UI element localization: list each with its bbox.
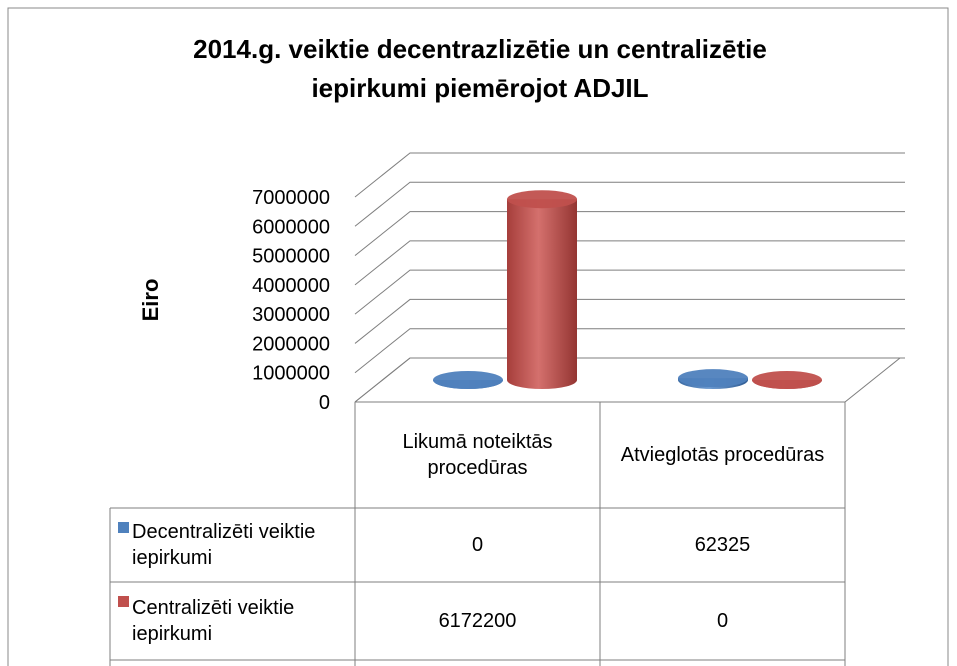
bar-top xyxy=(678,369,748,388)
bar-top xyxy=(507,190,577,209)
grid-line xyxy=(354,328,905,374)
bar xyxy=(507,199,577,389)
legend-entry-text: Centralizēti veiktie iepirkumi xyxy=(132,597,295,645)
bar-top xyxy=(752,371,822,389)
grid-line xyxy=(354,269,905,315)
table-value: 0 xyxy=(355,508,600,582)
y-tick-label: 1000000 xyxy=(252,363,330,385)
grid-line xyxy=(354,240,905,286)
grid-line xyxy=(354,357,905,403)
table-value-text: 0 xyxy=(471,534,484,556)
y-tick-label: 3000000 xyxy=(252,304,330,326)
category-label: Atvieglotās procedūras xyxy=(600,402,845,508)
chart-title: 2014.g. veiktie decentrazlizētie un cent… xyxy=(193,34,767,103)
legend-key xyxy=(118,522,129,533)
table-value-text: 6172200 xyxy=(438,610,517,632)
y-tick-label: 7000000 xyxy=(252,187,330,209)
grid-line xyxy=(354,211,905,256)
grid-line xyxy=(354,298,905,344)
table-value-text: 62325 xyxy=(694,534,751,556)
chart-border xyxy=(7,7,949,666)
y-tick-label: 4000000 xyxy=(252,275,330,297)
table-value: 6172200 xyxy=(355,582,600,660)
category-label: Likumā noteiktās procedūras xyxy=(355,402,600,508)
grid-line xyxy=(354,152,905,198)
grid-line xyxy=(354,181,905,227)
table-value: 62325 xyxy=(600,508,845,582)
table-value: 0 xyxy=(600,582,845,660)
legend-entry: Decentralizēti veiktie iepirkumi xyxy=(130,508,355,582)
y-tick-label: 0 xyxy=(319,392,330,414)
table-value-text: 0 xyxy=(716,610,729,632)
y-tick-label: 6000000 xyxy=(252,216,330,238)
category-label-text: Likumā noteiktās procedūras xyxy=(402,431,553,479)
y-axis-title: Eiro xyxy=(138,279,163,322)
legend-key xyxy=(118,596,129,607)
bar-top xyxy=(433,371,503,389)
category-label-text: Atvieglotās procedūras xyxy=(620,444,825,466)
y-tick-label: 5000000 xyxy=(252,246,330,268)
legend-entry: Centralizēti veiktie iepirkumi xyxy=(130,582,355,660)
legend-entry-text: Decentralizēti veiktie iepirkumi xyxy=(132,521,316,569)
y-tick-label: 2000000 xyxy=(252,333,330,355)
